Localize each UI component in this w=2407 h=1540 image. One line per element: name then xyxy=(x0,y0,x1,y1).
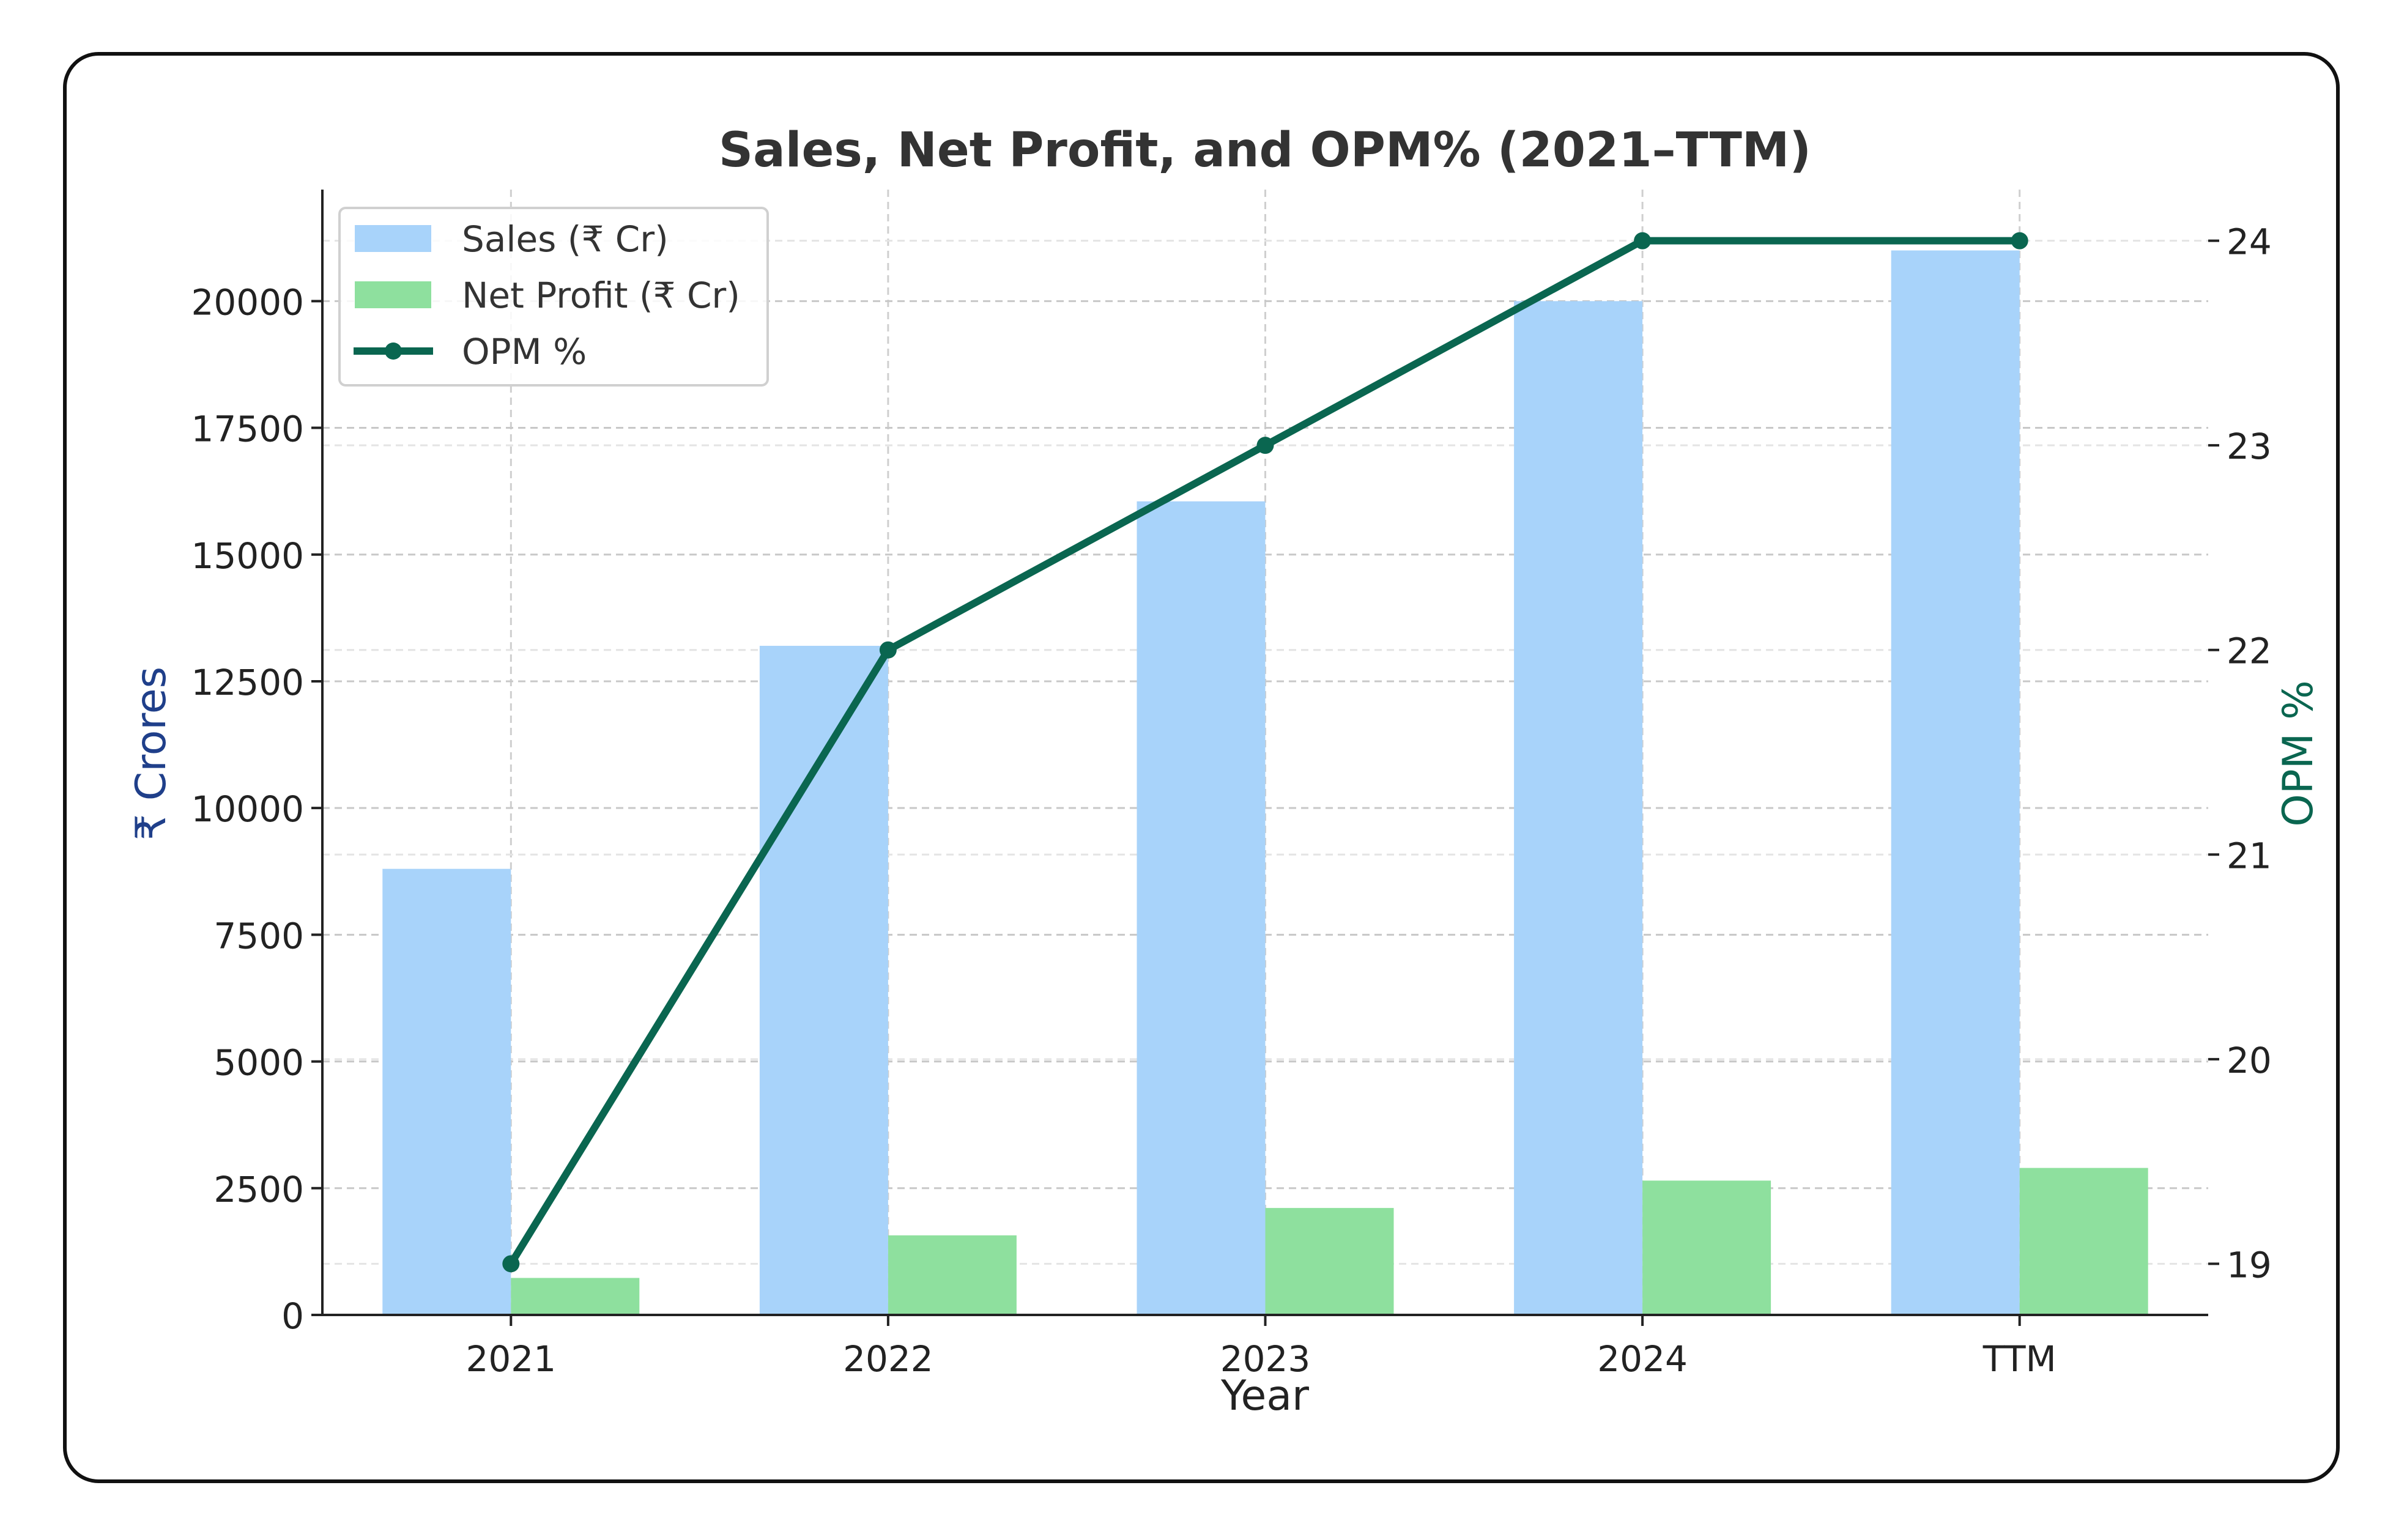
chart-title: Sales, Net Profit, and OPM% (2021–TTM) xyxy=(719,123,1811,178)
legend-opm-marker xyxy=(385,342,402,360)
right-tick-label: 19 xyxy=(2227,1244,2272,1286)
right-axis-label: OPM % xyxy=(2274,680,2323,826)
opm-line xyxy=(502,232,2028,1273)
left-tick-label: 2500 xyxy=(213,1169,304,1210)
legend-sales-label: Sales (₹ Cr) xyxy=(462,218,669,260)
legend-opm-label: OPM % xyxy=(462,331,587,372)
legend-sales-swatch xyxy=(355,225,431,252)
left-axis-label: ₹ Crores xyxy=(127,667,176,840)
right-tick-label: 20 xyxy=(2227,1040,2272,1081)
right-tick-label: 21 xyxy=(2227,835,2272,876)
net-profit-bar xyxy=(888,1235,1017,1315)
legend-net-profit-swatch xyxy=(355,281,431,308)
right-tick-label: 24 xyxy=(2227,221,2272,263)
right-tick-label: 22 xyxy=(2227,631,2272,672)
legend-box xyxy=(338,207,769,387)
sales-bar xyxy=(759,645,888,1315)
sales-bar xyxy=(1891,250,2020,1315)
x-tick-label: 2021 xyxy=(465,1338,556,1380)
opm-point xyxy=(502,1255,520,1273)
bars xyxy=(382,250,2148,1316)
net-profit-bar xyxy=(2019,1168,2148,1315)
opm-point xyxy=(879,641,897,659)
left-tick-label: 7500 xyxy=(213,915,304,957)
x-tick-label: TTM xyxy=(1982,1338,2057,1380)
opm-point xyxy=(2011,232,2028,250)
left-tick-label: 15000 xyxy=(191,535,304,577)
left-tick-label: 10000 xyxy=(191,788,304,830)
left-tick-label: 0 xyxy=(281,1295,304,1337)
x-tick-label: 2024 xyxy=(1597,1338,1688,1380)
sales-bar xyxy=(1514,301,1643,1316)
left-tick-label: 17500 xyxy=(191,409,304,450)
left-tick-label: 5000 xyxy=(213,1042,304,1084)
x-tick-label: 2022 xyxy=(843,1338,933,1380)
legend-net-profit-label: Net Profit (₹ Cr) xyxy=(462,275,740,316)
axes: 0 2500 5000 7500 10000 12500 15000 17500 20000 19… xyxy=(191,190,2272,1380)
net-profit-bar xyxy=(1642,1180,1771,1315)
x-tick-label: 2023 xyxy=(1220,1338,1311,1380)
left-tick-label: 20000 xyxy=(191,281,304,323)
opm-point xyxy=(1256,437,1274,454)
x-axis-label: Year xyxy=(1220,1372,1309,1420)
opm-point xyxy=(1634,232,1652,250)
net-profit-bar xyxy=(511,1278,640,1315)
left-tick-label: 12500 xyxy=(191,662,304,703)
right-tick-label: 23 xyxy=(2227,426,2272,467)
legend: Sales (₹ Cr) Net Profit (₹ Cr) OPM % xyxy=(338,207,769,387)
sales-bar xyxy=(382,868,511,1315)
net-profit-bar xyxy=(1265,1208,1394,1315)
sales-bar xyxy=(1137,501,1266,1315)
